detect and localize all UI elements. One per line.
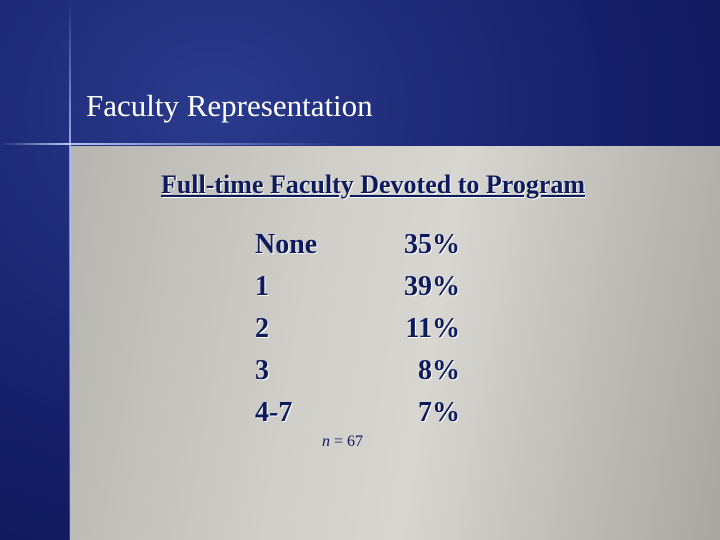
note-text: = 67 <box>334 433 364 450</box>
accent-line <box>0 143 340 145</box>
note-symbol: n <box>322 433 330 450</box>
row-value: 7% <box>418 397 460 428</box>
accent-line <box>69 0 71 540</box>
row-label: 4-7 <box>255 397 293 428</box>
row-label: 1 <box>255 271 269 302</box>
row-label: None <box>255 229 318 260</box>
row-value: 35% <box>404 229 460 260</box>
row-value: 8% <box>418 355 460 386</box>
row-value: 39% <box>404 271 460 302</box>
row-value: 11% <box>405 313 460 344</box>
row-label: 2 <box>255 313 269 344</box>
slide-title: Faculty Representation <box>86 88 373 123</box>
chalkboard-photo <box>70 146 720 540</box>
note: n = 67 <box>322 433 363 451</box>
row-label: 3 <box>255 355 269 386</box>
table-heading: Full-time Faculty Devoted to Program <box>160 170 586 199</box>
